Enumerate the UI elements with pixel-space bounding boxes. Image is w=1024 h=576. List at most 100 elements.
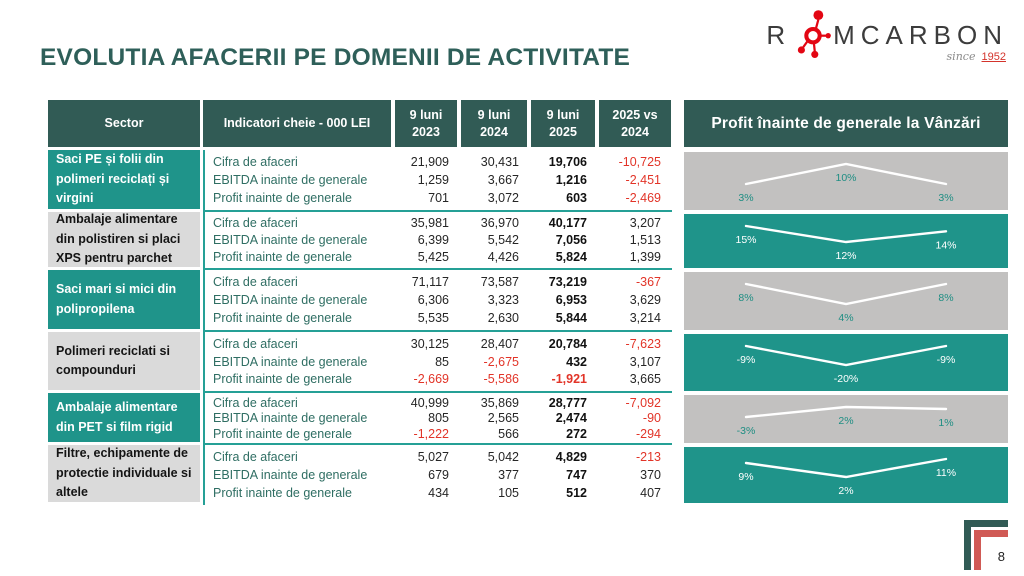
value-2025: 2,474: [555, 411, 587, 425]
indicator-label: Profit inainte de generale: [213, 426, 352, 441]
value-2023: 5,425: [417, 250, 449, 264]
value-2023: 6,399: [417, 233, 449, 247]
group-data: Cifra de afaceri 5,027 5,042 4,829 -213 …: [203, 445, 672, 505]
value-2023: 434: [428, 486, 449, 500]
indicator-label: Profit inainte de generale: [213, 191, 352, 205]
value-2023: 40,999: [410, 395, 449, 410]
table-row: Cifra de afaceri 71,117 73,587 73,219 -3…: [205, 275, 672, 289]
svg-text:15%: 15%: [735, 234, 756, 246]
value-delta: -2,451: [625, 173, 661, 187]
value-delta: 3,214: [629, 311, 661, 325]
value-2024: 377: [498, 468, 519, 482]
sparkline-chart-5: -3% 2% 1%: [684, 395, 1008, 443]
table-row: EBITDA inainte de generale 85 -2,675 432…: [205, 355, 672, 369]
indicator-label: Cifra de afaceri: [213, 216, 298, 230]
svg-text:1%: 1%: [938, 417, 953, 429]
profit-charts-panel: Profit înainte de generale la Vânzări 3%…: [684, 100, 1008, 507]
sector-cell: Saci PE și folii din polimeri reciclați …: [48, 150, 200, 209]
page-title: EVOLUTIA AFACERII PE DOMENII DE ACTIVITA…: [40, 44, 631, 71]
table-row: EBITDA inainte de generale 805 2,565 2,4…: [205, 411, 672, 425]
svg-text:4%: 4%: [838, 312, 853, 324]
value-delta: -213: [635, 450, 661, 464]
svg-text:2%: 2%: [838, 485, 853, 497]
svg-text:9%: 9%: [738, 471, 753, 483]
table-row: Profit inainte de generale 5,535 2,630 5…: [205, 311, 672, 325]
value-delta: 407: [640, 486, 661, 500]
value-2024: 3,667: [487, 173, 519, 187]
svg-text:11%: 11%: [936, 467, 956, 479]
table-row: EBITDA inainte de generale 6,306 3,323 6…: [205, 293, 672, 307]
table-row: EBITDA inainte de generale 1,259 3,667 1…: [205, 173, 672, 187]
value-delta: -10,725: [618, 155, 661, 169]
header-9luni-2024: 9 luni 2024: [461, 100, 527, 147]
indicator-label: Cifra de afaceri: [213, 275, 298, 289]
table-row-group: Ambalaje alimentare din polistiren si pl…: [48, 212, 672, 270]
value-2024: 28,407: [480, 336, 519, 351]
header-indicators: Indicatori cheie - 000 LEI: [203, 100, 391, 147]
value-2025: 512: [566, 486, 587, 500]
value-delta: -90: [642, 411, 661, 425]
value-2023: 5,535: [417, 311, 449, 325]
group-data: Cifra de afaceri 30,125 28,407 20,784 -7…: [203, 332, 672, 393]
header-2025-vs-2024: 2025 vs 2024: [599, 100, 671, 147]
svg-text:12%: 12%: [835, 250, 856, 262]
value-2025: 4,829: [555, 450, 587, 464]
value-2025: 28,777: [548, 395, 587, 410]
svg-text:8%: 8%: [738, 292, 753, 304]
value-2025: 20,784: [548, 336, 587, 351]
table-row: Profit inainte de generale 434 105 512 4…: [205, 486, 672, 500]
value-2023: 21,909: [410, 155, 449, 169]
indicator-label: Cifra de afaceri: [213, 395, 298, 410]
value-2023: -1,222: [413, 426, 449, 441]
value-2024: 566: [498, 426, 519, 441]
indicator-label: Cifra de afaceri: [213, 336, 298, 351]
value-2023: 679: [428, 468, 449, 482]
svg-text:-3%: -3%: [737, 425, 756, 437]
value-2025: 272: [566, 426, 587, 441]
table-row-group: Polimeri reciclati si compounduri Cifra …: [48, 332, 672, 393]
svg-text:10%: 10%: [835, 172, 856, 184]
logo-letters: MCARBON: [833, 20, 1008, 50]
value-2023: 1,259: [417, 173, 449, 187]
indicator-label: EBITDA inainte de generale: [213, 411, 368, 425]
value-2025: 6,953: [555, 293, 587, 307]
svg-text:-9%: -9%: [937, 354, 956, 366]
value-delta: 3,629: [629, 293, 661, 307]
value-2025: -1,921: [551, 372, 587, 387]
sparkline-chart-6: 9% 2% 11%: [684, 447, 1008, 503]
value-2023: 5,027: [417, 450, 449, 464]
table-row: Cifra de afaceri 40,999 35,869 28,777 -7…: [205, 396, 672, 410]
value-delta: -7,092: [625, 395, 661, 410]
table-row: Cifra de afaceri 35,981 36,970 40,177 3,…: [205, 216, 672, 230]
corner-decoration: [964, 520, 1008, 570]
indicator-label: Profit inainte de generale: [213, 486, 352, 500]
value-2025: 747: [566, 468, 587, 482]
sparkline-chart-1: 3% 10% 3%: [684, 152, 1008, 210]
indicator-label: Profit inainte de generale: [213, 250, 352, 264]
value-delta: 3,207: [629, 216, 661, 230]
value-2023: -2,669: [413, 372, 449, 387]
table-row: EBITDA inainte de generale 679 377 747 3…: [205, 468, 672, 482]
sectors-table: Sector Indicatori cheie - 000 LEI 9 luni…: [48, 100, 672, 505]
value-delta: 1,513: [629, 233, 661, 247]
header-9luni-2023: 9 luni 2023: [395, 100, 457, 147]
group-data: Cifra de afaceri 71,117 73,587 73,219 -3…: [203, 270, 672, 332]
sparkline-chart-2: 15% 12% 14%: [684, 214, 1008, 268]
value-2024: 5,042: [487, 450, 519, 464]
sparkline-chart-4: -9% -20% -9%: [684, 334, 1008, 391]
value-2025: 40,177: [548, 216, 587, 230]
sector-cell: Saci mari si mici din polipropilena: [48, 270, 200, 329]
table-row-group: Saci mari si mici din polipropilena Cifr…: [48, 270, 672, 332]
romcarbon-logo: R MCARBON since 1952: [766, 8, 1008, 63]
table-row-group: Saci PE și folii din polimeri reciclați …: [48, 150, 672, 212]
svg-text:2%: 2%: [838, 415, 853, 427]
svg-text:14%: 14%: [935, 239, 956, 251]
table-row: Cifra de afaceri 21,909 30,431 19,706 -1…: [205, 155, 672, 169]
page-number: 8: [997, 549, 1005, 564]
sector-cell: Polimeri reciclati si compounduri: [48, 332, 200, 390]
value-2024: 30,431: [480, 155, 519, 169]
value-delta: -294: [635, 426, 661, 441]
value-2024: 4,426: [487, 250, 519, 264]
logo-wordmark: R MCARBON: [766, 8, 1008, 58]
